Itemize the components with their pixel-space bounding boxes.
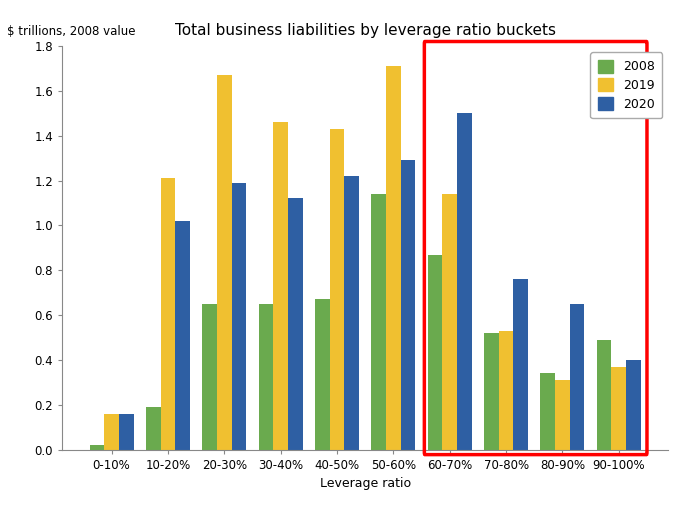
Title: Total business liabilities by leverage ratio buckets: Total business liabilities by leverage r… bbox=[175, 23, 555, 38]
Bar bbox=[315, 299, 329, 450]
Bar bbox=[386, 66, 401, 450]
Bar bbox=[217, 75, 232, 450]
Bar bbox=[175, 221, 190, 450]
Bar bbox=[288, 198, 302, 450]
Bar bbox=[611, 367, 626, 450]
Bar bbox=[203, 304, 217, 450]
Bar bbox=[401, 160, 415, 450]
Bar bbox=[119, 414, 134, 450]
Bar bbox=[499, 331, 513, 450]
Bar bbox=[104, 414, 119, 450]
Bar bbox=[146, 407, 161, 450]
Bar bbox=[274, 122, 288, 450]
Bar bbox=[457, 113, 472, 450]
Bar bbox=[626, 360, 641, 450]
Bar bbox=[161, 178, 175, 450]
Bar bbox=[513, 279, 528, 450]
Text: $ trillions, 2008 value: $ trillions, 2008 value bbox=[8, 25, 136, 38]
Bar bbox=[329, 129, 344, 450]
Bar bbox=[232, 183, 246, 450]
Bar bbox=[90, 445, 104, 450]
Bar bbox=[555, 380, 570, 450]
Bar bbox=[344, 176, 359, 450]
Bar bbox=[597, 340, 611, 450]
Bar bbox=[428, 254, 442, 450]
Bar bbox=[442, 194, 457, 450]
Legend: 2008, 2019, 2020: 2008, 2019, 2020 bbox=[590, 52, 662, 118]
Bar bbox=[484, 333, 499, 450]
Bar bbox=[540, 374, 555, 450]
X-axis label: Leverage ratio: Leverage ratio bbox=[320, 477, 411, 490]
Bar bbox=[258, 304, 274, 450]
Bar bbox=[570, 304, 584, 450]
Bar bbox=[371, 194, 386, 450]
